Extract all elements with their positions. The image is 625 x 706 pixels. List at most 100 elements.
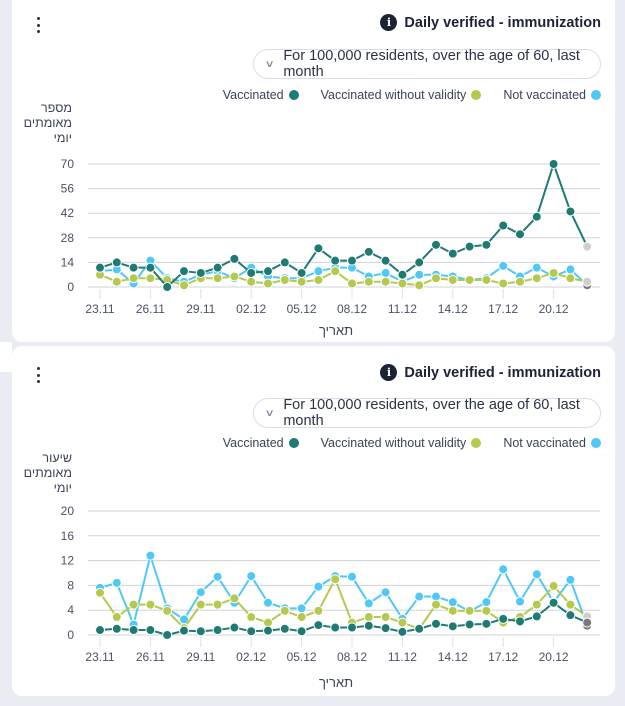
y-tick-label: 12 [61, 554, 75, 568]
data-point-vaccinated [515, 229, 525, 240]
data-point-vaccinated_without_validity [279, 274, 290, 285]
x-tick-label: 02.12 [236, 650, 266, 664]
data-point-vaccinated [397, 269, 408, 280]
y-tick-label: 28 [61, 231, 75, 245]
data-point-not_vaccinated [565, 574, 576, 585]
data-point-vaccinated_without_validity [565, 273, 576, 284]
data-point-vaccinated [162, 630, 173, 640]
data-point-not_vaccinated [531, 569, 542, 580]
y-tick-label: 16 [61, 529, 75, 543]
data-point-vaccinated [95, 262, 105, 273]
legend-item-not-vaccinated[interactable]: Not vaccinated [503, 436, 601, 450]
data-point-not_vaccinated [212, 571, 223, 582]
data-point-vaccinated [414, 623, 425, 634]
y-axis-label: מספר מאומתים יומי [23, 101, 72, 145]
data-point-vaccinated [548, 597, 559, 608]
data-point-vaccinated [246, 267, 257, 278]
card-title: Daily verified - immunization [404, 364, 601, 381]
card-title: Daily verified - immunization [404, 14, 601, 31]
data-point-vaccinated [498, 220, 509, 231]
data-point-vaccinated [111, 257, 122, 268]
data-point-vaccinated [212, 625, 223, 636]
data-point-vaccinated_without_validity [263, 278, 273, 289]
data-point-vaccinated_without_validity [397, 278, 408, 289]
data-point-vaccinated_without_validity [380, 612, 391, 623]
data-point-not_vaccinated [498, 260, 509, 271]
y-tick-label: 8 [67, 578, 74, 592]
x-tick-label: 08.12 [337, 302, 367, 316]
data-point-vaccinated [447, 248, 458, 259]
data-point-vaccinated_without_validity [397, 617, 408, 628]
data-point-vaccinated [481, 618, 492, 629]
data-point-not_vaccinated [145, 550, 156, 561]
data-point-not_vaccinated [313, 266, 324, 277]
data-point-vaccinated [145, 625, 156, 636]
line-chart-count: 0 14 28 42 56 70 23.11 26.11 29.11 02.12 05.12 08.1… [61, 157, 600, 316]
x-tick-label: 20.12 [539, 302, 569, 316]
legend-dot-vaccinated [288, 90, 299, 100]
x-axis-label: תאריך [319, 675, 354, 690]
more-options-icon[interactable] [34, 366, 42, 384]
data-point-vaccinated_without_validity [111, 612, 122, 623]
data-point-vaccinated [464, 619, 475, 630]
more-options-icon[interactable] [34, 16, 42, 34]
data-point-vaccinated_without_validity [548, 267, 559, 278]
data-point-vaccinated [431, 239, 441, 250]
legend-item-without-validity[interactable]: Vaccinated without validity [321, 436, 482, 450]
legend-item-vaccinated[interactable]: Vaccinated [223, 88, 299, 102]
data-point-vaccinated_without_validity [279, 605, 290, 616]
data-point-vaccinated_without_validity [229, 271, 240, 282]
data-point-vaccinated_without_validity [246, 276, 257, 287]
data-point-vaccinated [279, 257, 290, 268]
data-point-vaccinated [347, 622, 357, 633]
data-point-vaccinated [397, 626, 408, 637]
chart-card-rate: i Daily verified - immunization ∨ For 10… [12, 346, 615, 696]
data-point-vaccinated [111, 623, 122, 634]
data-point-vaccinated_without_validity [212, 599, 223, 610]
legend-item-without-validity[interactable]: Vaccinated without validity [321, 88, 482, 102]
legend-dot-not-vaccinated [591, 90, 601, 100]
data-point-vaccinated [229, 253, 240, 264]
data-point-vaccinated_without_validity [162, 605, 173, 616]
data-point-vaccinated_without_validity [481, 274, 492, 285]
data-point-not_vaccinated [380, 587, 391, 598]
data-point-not_vaccinated [447, 597, 458, 608]
data-point-vaccinated_without_validity [363, 612, 374, 623]
data-point-vaccinated_without_validity [447, 605, 458, 616]
period-selector[interactable]: ∨ For 100,000 residents, over the age of… [253, 48, 601, 80]
x-tick-label: 02.12 [236, 302, 266, 316]
data-point-vaccinated [582, 241, 593, 252]
x-tick-label: 14.12 [438, 650, 468, 664]
data-point-not_vaccinated [347, 571, 357, 582]
x-tick-label: 26.11 [136, 302, 165, 316]
legend-item-vaccinated[interactable]: Vaccinated [223, 436, 299, 450]
data-point-vaccinated [548, 159, 559, 169]
period-selector-value: For 100,000 residents, over the age of 6… [283, 397, 580, 429]
data-point-vaccinated_without_validity [145, 599, 156, 610]
legend-dot-without-validity [471, 438, 482, 448]
data-point-not_vaccinated [296, 603, 307, 614]
data-point-vaccinated [263, 625, 273, 636]
data-point-vaccinated [179, 625, 189, 636]
x-tick-label: 05.12 [287, 650, 317, 664]
data-point-vaccinated [212, 262, 223, 273]
data-point-vaccinated_without_validity [95, 587, 105, 598]
data-point-vaccinated [363, 246, 374, 257]
data-point-not_vaccinated [414, 591, 425, 602]
info-icon[interactable]: i [380, 14, 398, 31]
data-point-vaccinated_without_validity [363, 276, 374, 287]
data-point-not_vaccinated [565, 264, 576, 275]
legend-item-not-vaccinated[interactable]: Not vaccinated [503, 88, 601, 102]
data-point-vaccinated [145, 262, 156, 273]
x-tick-label: 29.11 [186, 650, 215, 664]
data-point-not_vaccinated [531, 262, 542, 273]
legend-dot-vaccinated [288, 438, 299, 448]
x-tick-label: 17.12 [488, 650, 518, 664]
data-point-vaccinated_without_validity [431, 599, 441, 610]
data-point-vaccinated_without_validity [531, 599, 542, 610]
info-icon[interactable]: i [380, 364, 398, 381]
period-selector[interactable]: ∨ For 100,000 residents, over the age of… [253, 397, 601, 429]
data-point-vaccinated [313, 620, 324, 631]
data-point-vaccinated [347, 255, 357, 266]
data-point-vaccinated_without_validity [498, 278, 509, 289]
